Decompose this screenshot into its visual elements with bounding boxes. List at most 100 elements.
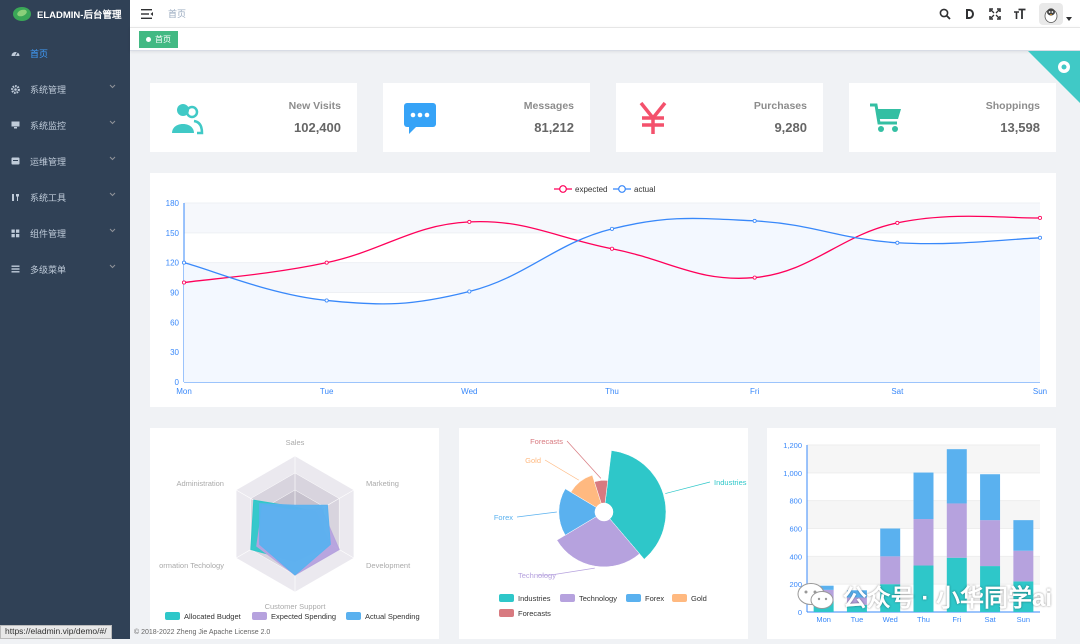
caret-down-icon[interactable] (1066, 17, 1072, 21)
pie-chart: Industries Technology Forex Gold Forecasts In… (494, 437, 747, 618)
sidebar-item-tools[interactable]: 系统工具 (0, 179, 130, 215)
bar-pageA (846, 604, 867, 612)
y-tick-label: 60 (170, 318, 179, 327)
leaf-logo-icon (13, 6, 31, 21)
legend-marker (618, 185, 626, 193)
sidebar-item-nested-menu[interactable]: 多级菜单 (0, 251, 130, 287)
legend-label: Allocated Budget (184, 612, 242, 621)
app-title: ELADMIN-后台管理 (37, 9, 122, 21)
bar-chart: 0 200 400 600 800 1,000 1,200 Mon Tue Wed Thu Fri Sa… (783, 441, 1040, 624)
radar-indicator-label: Marketing (366, 479, 399, 488)
radar-chart-card: Sales Marketing Development Customer Suppor… (150, 428, 439, 639)
y-tick-label: 600 (789, 525, 802, 534)
sidebar-item-components[interactable]: 组件管理 (0, 215, 130, 251)
data-point (467, 289, 472, 294)
data-point (182, 280, 187, 285)
x-tick-label: Mon (176, 387, 192, 396)
bar-pageC (813, 585, 834, 590)
data-point (324, 298, 329, 303)
bar-pageC (846, 590, 867, 598)
pie-label-line (665, 481, 711, 494)
tools-icon (11, 193, 20, 202)
legend-swatch (165, 612, 180, 620)
legend-swatch (499, 609, 514, 617)
app-logo[interactable]: ELADMIN-后台管理 (0, 0, 130, 27)
pie-label-line (566, 440, 602, 479)
status-url: https://eladmin.vip/demo/#/ (0, 625, 112, 639)
active-dot-icon (146, 37, 151, 42)
chevron-down-icon (109, 120, 116, 125)
x-tick-label: Tue (320, 387, 334, 396)
panel-label: Messages (523, 100, 574, 112)
sidebar: ELADMIN-后台管理 首页 系统管理 系统监控 运维管理 系统工具 (0, 0, 130, 639)
gear-icon (1058, 61, 1070, 73)
pie-label: Gold (525, 456, 541, 465)
pie-label-line (537, 567, 595, 576)
main-area: 首页 首页 (130, 0, 1080, 639)
data-point (752, 218, 757, 223)
tags-view: 首页 (130, 27, 1080, 51)
avatar[interactable] (1039, 3, 1063, 25)
panel-purchases[interactable]: Purchases 9,280 (616, 83, 823, 152)
split-area (807, 445, 1040, 473)
hamburger-icon[interactable] (141, 8, 153, 19)
sidebar-item-monitor[interactable]: 系统监控 (0, 107, 130, 143)
legend-label: actual (634, 185, 656, 194)
panel-messages[interactable]: Messages 81,212 (383, 83, 590, 152)
panel-value: 102,400 (294, 120, 341, 135)
tag-label: 首页 (155, 35, 171, 44)
sidebar-menu: 首页 系统管理 系统监控 运维管理 系统工具 组件管理 (0, 35, 130, 287)
menu-icon (11, 265, 20, 274)
data-point (609, 226, 614, 231)
sidebar-item-system[interactable]: 系统管理 (0, 71, 130, 107)
search-icon[interactable] (937, 7, 952, 22)
fullscreen-icon[interactable] (987, 7, 1002, 22)
panel-shoppings[interactable]: Shoppings 13,598 (849, 83, 1056, 152)
wechat-icon (797, 582, 834, 609)
message-icon (404, 103, 436, 134)
sidebar-item-label: 组件管理 (30, 228, 67, 239)
y-tick-label: 1,200 (783, 441, 802, 450)
x-tick-label: Sat (891, 387, 904, 396)
settings-corner[interactable] (1028, 51, 1080, 103)
grid-icon (11, 229, 20, 238)
breadcrumb[interactable]: 首页 (168, 9, 187, 19)
radar-series-actual-spending (259, 503, 331, 576)
actual-area (184, 218, 1040, 382)
sidebar-item-home[interactable]: 首页 (0, 35, 130, 71)
legend-label: Forex (645, 594, 664, 603)
legend-swatch (252, 612, 267, 620)
x-tick-label: Sun (1017, 615, 1030, 624)
docs-icon[interactable] (962, 7, 977, 22)
bar-pageC (880, 528, 901, 557)
pie-label: Technology (518, 571, 556, 580)
y-tick-label: 200 (789, 580, 802, 589)
font-size-icon[interactable] (1012, 7, 1027, 22)
y-tick-label: 400 (789, 552, 802, 561)
cart-icon (870, 103, 901, 132)
data-point (324, 260, 329, 265)
bar-pageA (946, 557, 967, 612)
bar-pageC (980, 474, 1001, 521)
bar-pageB (980, 520, 1001, 567)
bar-pageA (913, 565, 934, 612)
pie-center-hole (595, 503, 613, 521)
legend-swatch (499, 594, 514, 602)
people-icon (172, 104, 204, 135)
monitor-icon (11, 121, 20, 130)
chevron-down-icon (109, 228, 116, 233)
y-tick-label: 800 (789, 497, 802, 506)
sidebar-item-label: 系统工具 (30, 192, 67, 203)
legend-swatch (672, 594, 687, 602)
sidebar-item-ops[interactable]: 运维管理 (0, 143, 130, 179)
line-chart: 0 30 60 90 120 150 180 Mon Tue Wed Thu Fri Sat Sun exp… (166, 185, 1047, 396)
pie-label: Forex (494, 513, 513, 522)
watermark-text: 公众号 · 小华同学ai (842, 585, 1052, 612)
panel-new-visits[interactable]: New Visits 102,400 (150, 83, 357, 152)
legend-swatch (626, 594, 641, 602)
chevron-down-icon (109, 264, 116, 269)
legend-marker (559, 185, 567, 193)
tag-home[interactable]: 首页 (139, 31, 178, 48)
footer-copyright: © 2018-2022 Zheng Jie Apache License 2.0 (134, 629, 271, 636)
data-point (752, 275, 757, 280)
